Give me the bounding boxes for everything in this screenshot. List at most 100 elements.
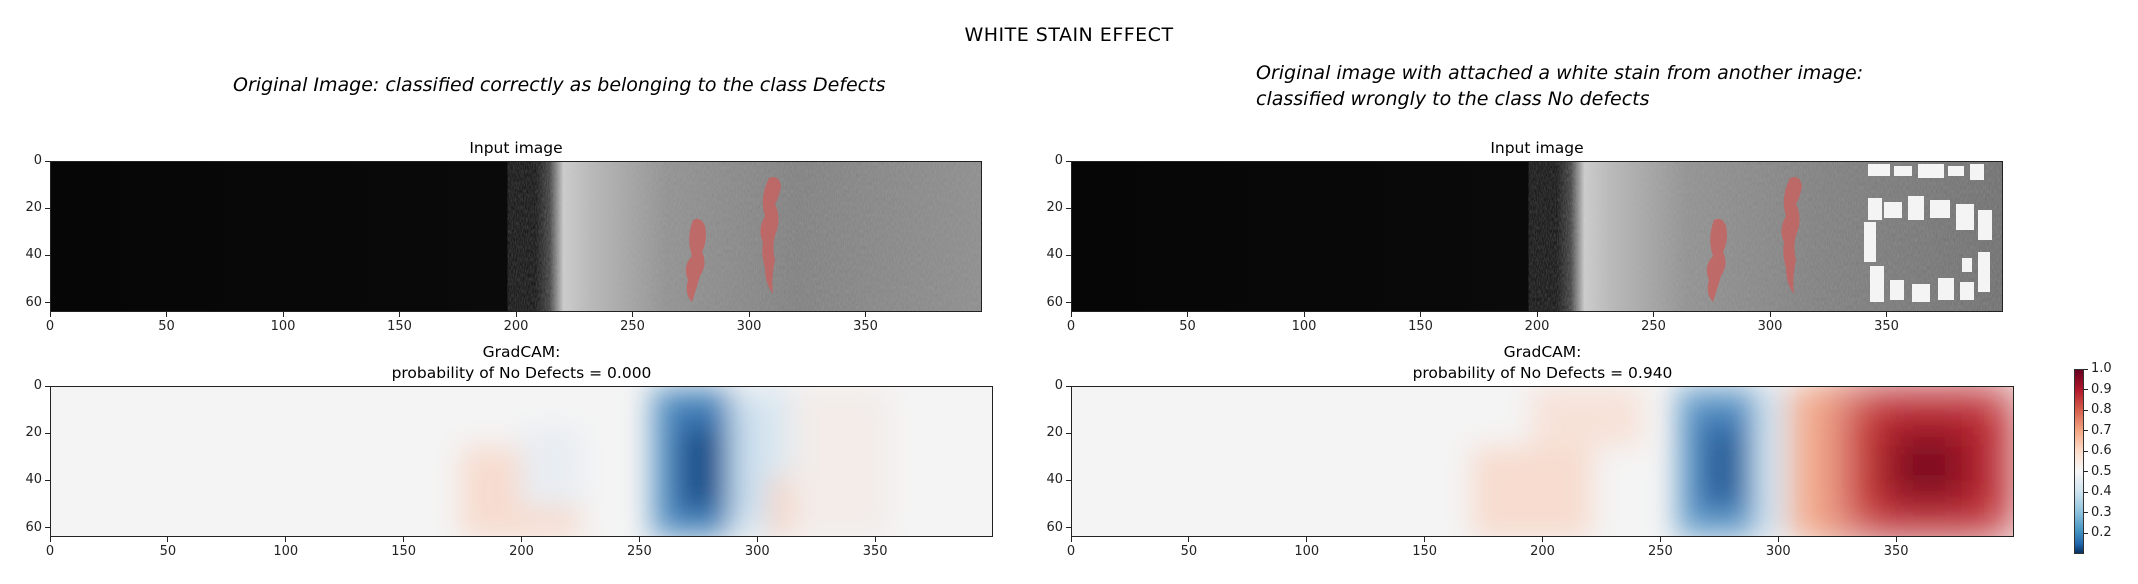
input-right-xtick-label: 350 xyxy=(1874,319,1899,334)
colorbar-tick-label: 0.9 xyxy=(2091,381,2112,397)
right-caption-line-2: classified wrongly to the class No defec… xyxy=(1256,88,1650,110)
gradcam-right-xtick-label: 350 xyxy=(1883,544,1909,559)
defect-mark xyxy=(1706,218,1727,302)
gradcam-left-xtick-label: 100 xyxy=(273,544,299,559)
gradcam-right-xtick xyxy=(1188,537,1190,542)
gradcam-left-xtick xyxy=(49,537,51,542)
gradcam-right-title-line-1: GradCAM: xyxy=(1503,343,1582,361)
colorbar-tick-label: 0.3 xyxy=(2091,504,2112,520)
input-left-xtick-label: 50 xyxy=(158,319,175,334)
gradcam-left-xtick-label: 250 xyxy=(626,544,652,559)
gradcam-right-ytick xyxy=(1066,527,1071,529)
input-left-xtick xyxy=(282,312,284,317)
colorbar-tick-label: 0.2 xyxy=(2091,525,2112,541)
gradcam-right-ytick-label: 60 xyxy=(1046,519,1063,535)
colorbar-tick-label: 0.5 xyxy=(2091,463,2112,479)
input-left-xtick xyxy=(49,312,51,317)
colorbar-tick xyxy=(2084,512,2088,514)
input-right-ytick xyxy=(1066,302,1071,304)
input-right-xtick xyxy=(1536,312,1538,317)
input-right-xtick xyxy=(1303,312,1305,317)
input-right-ytick xyxy=(1066,254,1071,256)
gradcam-left-xtick xyxy=(403,537,405,542)
input-right-ytick-label: 20 xyxy=(1046,200,1063,216)
gradcam-left-ytick-label: 60 xyxy=(25,519,42,535)
gradcam-left-ytick-label: 0 xyxy=(33,378,42,393)
gradcam-right-xtick-label: 250 xyxy=(1647,544,1673,559)
white-stain xyxy=(1864,164,1992,302)
gradcam-left-xtick xyxy=(521,537,522,542)
gradcam-left-xtick xyxy=(167,537,169,542)
input-left-xtick xyxy=(399,312,400,317)
gradcam-right-xtick xyxy=(1659,537,1661,542)
gradcam-left-ytick xyxy=(45,479,50,481)
left-caption: Original Image: classified correctly as … xyxy=(233,74,886,96)
input-left-ytick-label: 20 xyxy=(25,200,42,216)
gradcam-left-xtick xyxy=(756,537,758,542)
gradcam-left-xtick xyxy=(285,537,287,542)
gradcam-right-ytick xyxy=(1066,479,1071,481)
gradcam-right-xtick-label: 200 xyxy=(1530,544,1555,559)
gradcam-right-xtick xyxy=(1070,537,1072,542)
gradcam-left-xtick-label: 300 xyxy=(744,544,770,559)
gradcam-right-xtick-label: 300 xyxy=(1765,544,1791,559)
colorbar-tick xyxy=(2084,491,2088,493)
input-right-ytick-label: 40 xyxy=(1046,247,1063,263)
input-left-ytick xyxy=(45,302,50,304)
gradcam-left-xtick-label: 150 xyxy=(391,544,417,559)
gradcam-right-xtick xyxy=(1895,537,1897,542)
input-left-xtick xyxy=(865,312,866,317)
defect-mark xyxy=(1781,177,1802,294)
gradcam-right-xtick xyxy=(1424,537,1426,542)
gradcam-right-xtick-label: 100 xyxy=(1294,544,1320,559)
input-left-xtick xyxy=(748,312,750,317)
input-right-xtick-label: 50 xyxy=(1179,319,1196,334)
colorbar-tick xyxy=(2084,532,2088,534)
input-right-xtick xyxy=(1070,312,1072,317)
right-caption-line-1: Original image with attached a white sta… xyxy=(1256,62,1864,84)
input-left-image xyxy=(50,161,982,312)
colorbar xyxy=(2074,369,2084,554)
input-right-ytick xyxy=(1066,160,1071,162)
gradcam-left-xtick-label: 0 xyxy=(45,544,55,559)
colorbar-tick-label: 1.0 xyxy=(2091,361,2112,376)
input-left-ytick-label: 40 xyxy=(25,247,42,263)
input-left-xtick-label: 300 xyxy=(736,319,762,334)
input-right-xtick xyxy=(1769,312,1771,317)
gradcam-right-xtick-label: 0 xyxy=(1066,544,1076,559)
gradcam-left-xtick xyxy=(874,537,876,542)
gradcam-right-xtick-label: 150 xyxy=(1412,544,1438,559)
input-left-ytick xyxy=(45,207,50,209)
gradcam-left-title-line-2: probability of No Defects = 0.000 xyxy=(391,364,652,382)
gradcam-left-xtick-label: 200 xyxy=(509,544,534,559)
gradcam-right-xtick xyxy=(1306,537,1308,542)
gradcam-right-ytick-label: 20 xyxy=(1046,425,1063,441)
gradcam-left-ytick xyxy=(45,527,50,529)
colorbar-tick xyxy=(2084,389,2088,391)
input-left-ytick-label: 0 xyxy=(33,153,42,168)
input-right-ytick-label: 60 xyxy=(1046,294,1063,310)
gradcam-right-xtick xyxy=(1542,537,1543,542)
input-right-ytick xyxy=(1066,207,1071,209)
gradcam-left-xtick-label: 50 xyxy=(159,544,177,559)
input-left-xtick-label: 0 xyxy=(45,319,55,334)
figure-title: WHITE STAIN EFFECT xyxy=(964,24,1174,46)
input-right-xtick xyxy=(1886,312,1887,317)
gradcam-right-title-line-2: probability of No Defects = 0.940 xyxy=(1412,364,1673,382)
input-right-xtick xyxy=(1653,312,1654,317)
input-right-xtick xyxy=(1187,312,1188,317)
colorbar-tick xyxy=(2084,409,2088,411)
input-right-ytick-label: 0 xyxy=(1054,153,1063,168)
input-left-ytick xyxy=(45,160,50,162)
gradcam-right-ytick xyxy=(1066,432,1071,434)
input-left-xtick-label: 100 xyxy=(270,319,296,334)
gradcam-left-heatmap xyxy=(50,386,993,537)
gradcam-left-ytick xyxy=(45,432,50,434)
defect-mark xyxy=(685,218,706,302)
input-left-xtick-label: 250 xyxy=(620,319,645,334)
input-right-xtick-label: 0 xyxy=(1066,319,1076,334)
colorbar-tick-label: 0.6 xyxy=(2091,443,2112,459)
input-left-xtick xyxy=(632,312,633,317)
gradcam-right-heatmap xyxy=(1071,386,2014,537)
colorbar-tick xyxy=(2084,450,2088,452)
